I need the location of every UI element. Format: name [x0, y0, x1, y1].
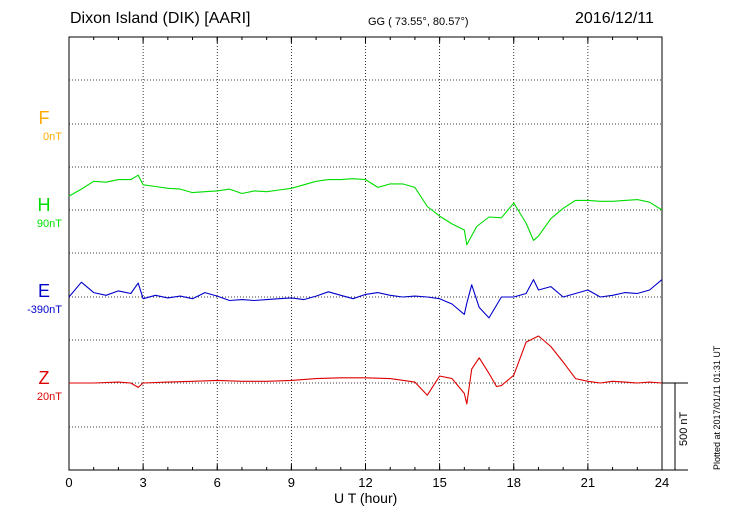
chart-date: 2016/12/11 — [575, 10, 654, 27]
component-name-e: E — [37, 281, 50, 301]
chart-series — [68, 174, 663, 405]
x-tick-label: 3 — [139, 475, 147, 490]
component-baseline-e: -390nT — [27, 304, 62, 316]
station-coordinates: GG ( 73.55°, 80.57°) — [368, 16, 469, 28]
series-h-line — [68, 174, 663, 246]
chart-grid — [68, 37, 663, 470]
component-name-f: F — [38, 108, 50, 128]
x-tick-label: 18 — [506, 475, 521, 490]
component-baseline-h: 90nT — [36, 218, 62, 230]
x-tick-label: 6 — [213, 475, 221, 490]
component-name-z: Z — [38, 368, 50, 388]
x-tick-label: 15 — [432, 475, 447, 490]
x-tick-label: 24 — [654, 475, 670, 490]
x-tick-label: 0 — [65, 475, 73, 490]
component-baseline-f: 0nT — [43, 131, 62, 143]
scale-bar — [662, 382, 688, 471]
component-baseline-z: 20nT — [36, 391, 62, 403]
x-tick-label: 9 — [287, 475, 295, 490]
x-tick-label: 21 — [580, 475, 596, 490]
scale-bar-label: 500 nT — [678, 411, 690, 446]
plotted-timestamp: Plotted at 2017/01/11 01:31 UT — [712, 345, 722, 470]
series-e-line — [68, 279, 663, 319]
plot-frame — [68, 36, 663, 471]
x-tick-label: 12 — [358, 475, 373, 490]
x-axis-label: U T (hour) — [334, 490, 398, 506]
series-z-line — [69, 335, 663, 405]
component-name-h: H — [37, 195, 51, 215]
chart-title: Dixon Island (DIK) [AARI] — [70, 10, 251, 27]
